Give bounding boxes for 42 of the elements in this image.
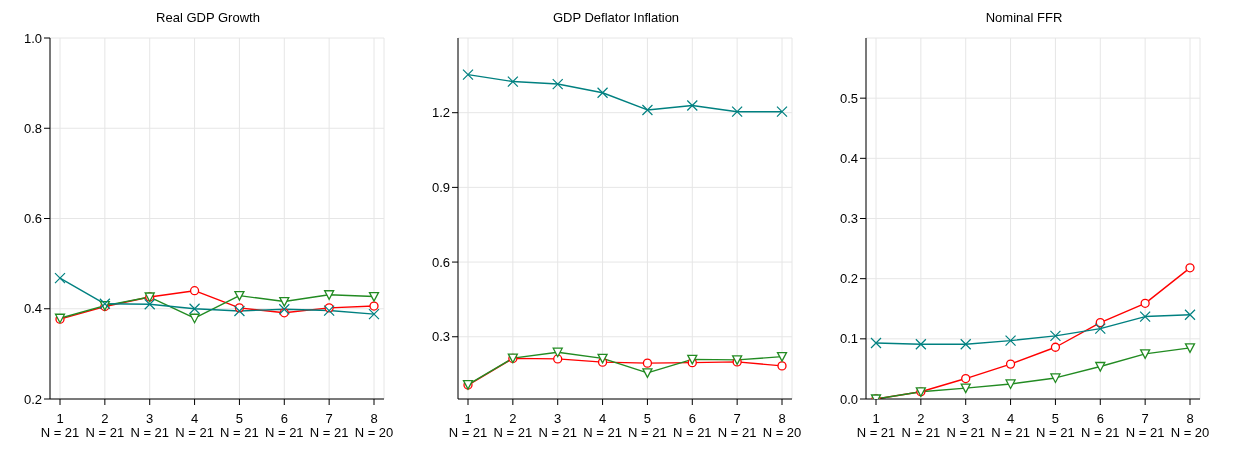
x-tick-label: 7 N = 21	[309, 410, 349, 440]
y-tick-label: 0.0	[839, 391, 858, 407]
x-tick-label: 3 N = 21	[130, 410, 170, 440]
y-tick-label: 0.4	[23, 301, 42, 317]
y-tick-label: 0.8	[23, 120, 42, 136]
x-tick-label: 8 N = 20	[1170, 410, 1210, 440]
x-tick-label: 7 N = 21	[1125, 410, 1165, 440]
y-tick-label: 0.6	[23, 211, 42, 227]
x-tick-label: 3 N = 21	[946, 410, 986, 440]
y-tick-label: 0.3	[431, 329, 450, 345]
x-tick-label: 5 N = 21	[628, 410, 667, 440]
x-tick-label: 4 N = 21	[175, 410, 214, 440]
x-tick-label: 2 N = 21	[85, 410, 125, 440]
x-tick-label: 5 N = 21	[220, 410, 259, 440]
x-tick-label: 5 N = 21	[1036, 410, 1075, 440]
x-tick-label: 8 N = 20	[762, 410, 802, 440]
x-tick-label: 6 N = 21	[1080, 410, 1120, 440]
y-tick-label: 0.2	[23, 391, 42, 407]
x-tick-label: 1 N = 21	[40, 410, 80, 440]
y-tick-label: 0.1	[839, 331, 858, 347]
x-tick-label: 1 N = 21	[856, 410, 896, 440]
y-tick-label: 0.5	[839, 90, 858, 106]
chart-title: Nominal FFR	[984, 9, 1064, 27]
x-tick-label: 2 N = 21	[901, 410, 941, 440]
x-tick-label: 1 N = 21	[448, 410, 488, 440]
x-tick-label: 6 N = 21	[672, 410, 712, 440]
x-tick-label: 6 N = 21	[264, 410, 304, 440]
y-tick-label: 0.6	[431, 254, 450, 270]
x-tick-label: 8 N = 20	[354, 410, 394, 440]
x-tick-label: 2 N = 21	[493, 410, 533, 440]
x-tick-label: 4 N = 21	[583, 410, 622, 440]
chart-title: GDP Deflator Inflation	[551, 9, 681, 27]
y-tick-label: 0.9	[431, 179, 450, 195]
y-tick-label: 0.4	[839, 150, 858, 166]
y-tick-label: 0.2	[839, 271, 858, 287]
x-tick-label: 7 N = 21	[717, 410, 757, 440]
y-tick-label: 1.0	[23, 30, 42, 46]
x-tick-label: 3 N = 21	[538, 410, 578, 440]
x-tick-label: 4 N = 21	[991, 410, 1030, 440]
y-tick-label: 0.3	[839, 211, 858, 227]
chart-title: Real GDP Growth	[155, 9, 261, 27]
y-tick-label: 1.2	[431, 105, 450, 121]
